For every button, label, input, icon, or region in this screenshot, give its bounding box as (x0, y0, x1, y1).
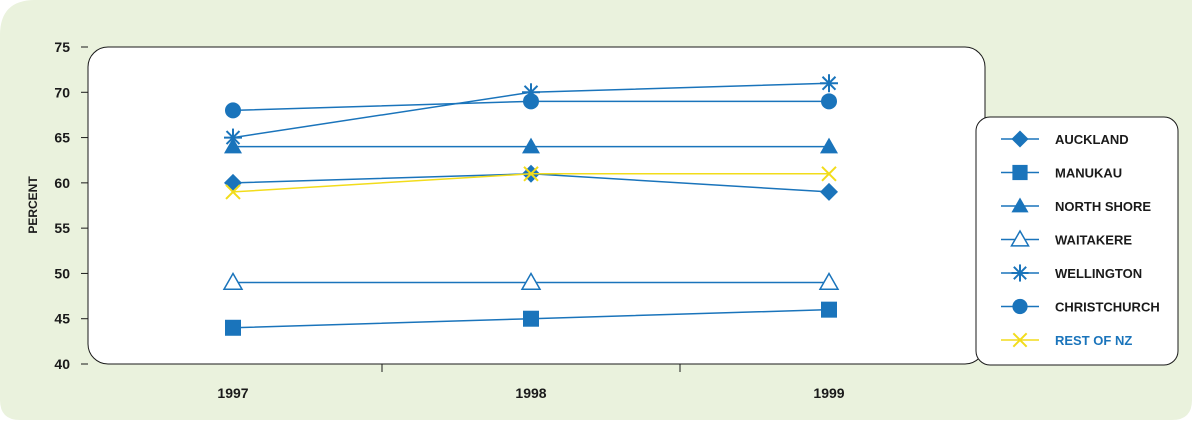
legend-label: AUCKLAND (1055, 132, 1129, 147)
circle-marker (225, 102, 241, 119)
legend-item-north-shore: NORTH SHORE (1001, 197, 1151, 214)
data-point-christchurch (523, 93, 539, 110)
data-point-auckland (820, 182, 838, 201)
x-stroke (1012, 332, 1028, 348)
x-tick-label: 1998 (515, 385, 546, 401)
legend-label: REST OF NZ (1055, 333, 1132, 348)
y-tick-label: 55 (54, 220, 70, 236)
legend-marker (1011, 264, 1029, 282)
triangle-marker (1011, 197, 1029, 213)
y-tick-label: 50 (54, 265, 70, 281)
x-stroke (821, 166, 837, 182)
open-triangle-marker (818, 271, 840, 290)
square-marker (225, 319, 241, 336)
legend-item-auckland: AUCKLAND (1001, 130, 1129, 148)
data-point-rest-of-nz (523, 166, 539, 182)
legend-marker (1010, 229, 1030, 247)
open-triangle-marker (1010, 229, 1030, 247)
asterisk-stroke (225, 130, 241, 145)
legend-marker (1011, 197, 1029, 213)
x-stroke (225, 184, 241, 200)
square-marker (1012, 164, 1028, 181)
data-point-manukau (523, 310, 539, 327)
x-tick-label: 1999 (813, 385, 844, 401)
open-triangle-marker (520, 271, 542, 290)
circle-marker (1012, 298, 1028, 315)
data-point-rest-of-nz (821, 166, 837, 182)
y-axis-label: PERCENT (26, 176, 40, 234)
square-marker (523, 310, 539, 327)
x-tick-label: 1997 (217, 385, 248, 401)
legend-marker (1012, 332, 1028, 348)
data-point-rest-of-nz (225, 184, 241, 200)
y-tick-label: 40 (54, 356, 70, 372)
legend-marker (1012, 164, 1028, 181)
data-point-christchurch (225, 102, 241, 119)
data-point-north-shore (522, 137, 540, 154)
asterisk-stroke (1013, 266, 1027, 280)
data-point-manukau (225, 319, 241, 336)
y-tick-label: 70 (54, 84, 70, 100)
triangle-marker (522, 137, 540, 154)
legend-item-christchurch: CHRISTCHURCH (1001, 298, 1160, 315)
data-point-waitakere (222, 271, 244, 290)
x-stroke (523, 166, 539, 182)
triangle-marker (820, 137, 838, 154)
data-point-waitakere (520, 271, 542, 290)
legend-label: WAITAKERE (1055, 233, 1132, 248)
data-point-waitakere (818, 271, 840, 290)
legend-label: NORTH SHORE (1055, 199, 1151, 214)
data-point-north-shore (820, 137, 838, 154)
y-tick-label: 60 (54, 175, 70, 191)
data-point-wellington (224, 128, 242, 147)
data-point-manukau (821, 301, 837, 318)
legend-label: WELLINGTON (1055, 266, 1142, 281)
legend-item-rest-of-nz: REST OF NZ (1001, 332, 1132, 348)
diamond-marker (820, 182, 838, 201)
square-marker (821, 301, 837, 318)
legend-label: MANUKAU (1055, 166, 1122, 181)
open-triangle-marker (222, 271, 244, 290)
diamond-marker (1011, 130, 1029, 148)
legend-item-wellington: WELLINGTON (1001, 264, 1142, 282)
legend-item-waitakere: WAITAKERE (1001, 229, 1132, 248)
data-point-wellington (820, 74, 838, 93)
y-tick-label: 75 (54, 39, 70, 55)
data-point-christchurch (821, 93, 837, 110)
y-tick-label: 45 (54, 311, 70, 327)
circle-marker (523, 93, 539, 110)
asterisk-stroke (821, 76, 837, 91)
y-tick-label: 65 (54, 130, 70, 146)
circle-marker (821, 93, 837, 110)
legend-marker (1011, 130, 1029, 148)
legend-item-manukau: MANUKAU (1001, 164, 1122, 181)
legend-marker (1012, 298, 1028, 315)
legend-label: CHRISTCHURCH (1055, 300, 1160, 315)
